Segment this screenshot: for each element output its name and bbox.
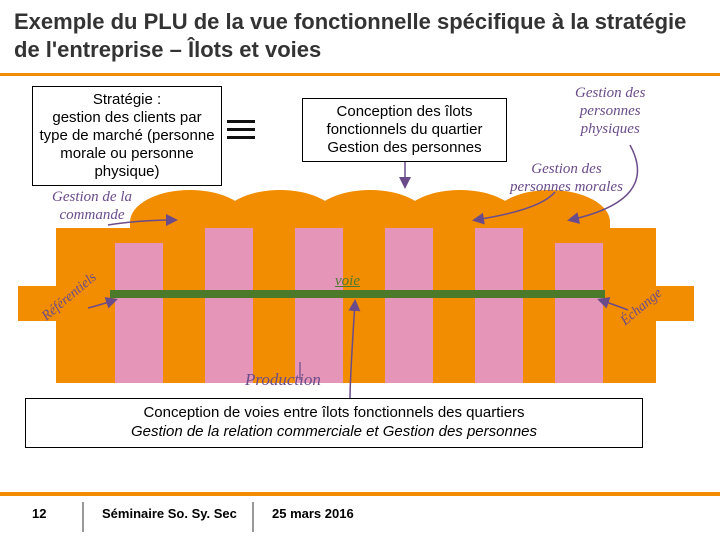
footer: 12 Séminaire So. Sy. Sec 25 mars 2016 [0,492,720,540]
label-gestion-morales: Gestion despersonnes morales [510,160,623,196]
box-bottom: Conception de voies entre îlots fonction… [25,398,643,448]
pink-pillar [385,228,433,383]
slide-title: Exemple du PLU de la vue fonctionnelle s… [0,0,720,63]
voie-bar [110,290,605,298]
bottom-l1: Conception de voies entre îlots fonction… [143,404,524,421]
pink-pillar [115,243,163,383]
footer-date: 25 mars 2016 [272,506,354,521]
pink-pillar [475,228,523,383]
label-gestion-physiques: Gestion despersonnesphysiques [575,84,645,138]
voie-label: voie [335,273,360,290]
box-strategie: Stratégie :gestion des clients par type … [32,86,222,186]
page-number: 12 [32,506,46,521]
label-gestion-commande: Gestion de lacommande [52,188,132,224]
conception-l1: Conception des îlots fonctionnels du qua… [327,103,483,156]
pink-pillar [555,243,603,383]
footer-sep [82,502,84,532]
pink-pillar [205,228,253,383]
title-underline [0,73,720,76]
box-conception: Conception des îlots fonctionnels du qua… [302,98,507,162]
footer-sep [252,502,254,532]
pink-pillar [295,228,343,383]
diagram-area: Stratégie :gestion des clients par type … [0,80,720,435]
label-production: Production [245,370,321,390]
bottom-l2: Gestion de la relation commerciale et Ge… [131,423,537,440]
footer-seminar: Séminaire So. Sy. Sec [102,506,237,521]
connector-icon [227,120,255,142]
